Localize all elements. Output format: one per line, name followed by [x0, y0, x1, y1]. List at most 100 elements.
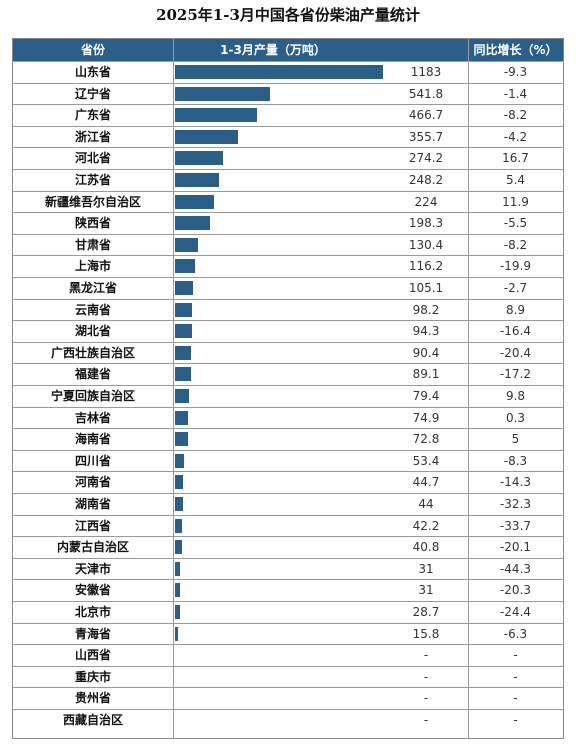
output-bar — [175, 216, 210, 231]
province-label: 贵州省 — [74, 691, 111, 706]
province-label: 北京市 — [74, 605, 111, 619]
header-growth: 同比增长（%） — [473, 43, 558, 57]
output-value-label: 15.8 — [412, 626, 440, 641]
output-bar — [175, 65, 383, 79]
province-label: 西藏自治区 — [62, 713, 123, 727]
growth-value-label: -8.2 — [503, 237, 528, 252]
province-label: 广东省 — [74, 108, 111, 123]
province-label: 甘肃省 — [74, 237, 111, 252]
output-bar — [175, 173, 219, 187]
province-label: 黑龙江省 — [68, 281, 117, 295]
province-label: 广西壮族自治区 — [50, 345, 135, 360]
table-header-row: 省份 1-3月产量（万吨） 同比增长（%） — [13, 39, 563, 61]
output-bar — [175, 345, 191, 360]
table-row: 山西省 - - — [13, 644, 563, 666]
table-row: 天津市 31 -44.3 — [13, 557, 563, 580]
growth-value-label: 11.9 — [502, 194, 529, 209]
table-row: 湖北省 94.3 -16.4 — [13, 320, 563, 342]
province-label: 山东省 — [74, 65, 111, 79]
table-row: 青海省 15.8 -6.3 — [13, 622, 563, 645]
province-label: 新疆维吾尔自治区 — [44, 194, 141, 209]
output-bar — [175, 324, 192, 339]
output-value-label: 116.2 — [408, 259, 444, 274]
growth-value-label: - — [513, 648, 518, 663]
output-value-label: 274.2 — [408, 151, 444, 166]
output-value-label: 44.7 — [412, 475, 440, 490]
growth-value-label: -33.7 — [499, 518, 532, 533]
table-row: 河南省 44.7 -14.3 — [13, 471, 563, 493]
output-value-label: 31 — [418, 561, 434, 576]
growth-value-label: -8.3 — [503, 453, 528, 468]
output-value-label: 42.2 — [412, 518, 440, 533]
province-label: 云南省 — [74, 302, 111, 317]
table-row: 北京市 28.7 -24.4 — [13, 601, 563, 623]
province-label: 上海市 — [74, 259, 111, 274]
growth-value-label: 8.9 — [505, 302, 526, 317]
output-bar — [175, 497, 183, 511]
output-value-label: 72.8 — [412, 432, 440, 447]
output-bar — [175, 302, 193, 317]
growth-value-label: -20.3 — [499, 583, 532, 598]
table-row: 湖南省 44 -32.3 — [13, 493, 563, 515]
chart-title: 2025年1-3月中国各省份柴油产量统计 — [156, 6, 420, 24]
output-value-label: 74.9 — [412, 410, 440, 425]
data-table: 省份 1-3月产量（万吨） 同比增长（%） 山东省 1183 -9.3 辽宁省 541.… — [12, 38, 564, 739]
output-bar — [175, 626, 178, 641]
table-row: 内蒙古自治区 40.8 -20.1 — [13, 536, 563, 558]
province-label: 天津市 — [74, 561, 111, 576]
table-row: 黑龙江省 105.1 -2.7 — [13, 277, 563, 299]
output-value-label: - — [423, 669, 429, 684]
output-value-label: 198.3 — [408, 216, 444, 231]
table-row: 海南省 72.8 5 — [13, 428, 563, 450]
output-bar — [175, 540, 183, 555]
growth-value-label: -9.3 — [503, 65, 528, 79]
growth-value-label: -6.3 — [503, 626, 528, 641]
growth-value-label: -32.3 — [499, 497, 532, 511]
output-bar — [175, 605, 181, 619]
table-row: 福建省 89.1 -17.2 — [13, 363, 563, 385]
table-row: 上海市 116.2 -19.9 — [13, 255, 563, 277]
province-label: 四川省 — [74, 453, 111, 468]
output-bar — [175, 237, 198, 252]
output-bar — [175, 475, 183, 490]
output-value-label: 105.1 — [408, 281, 444, 295]
header-output: 1-3月产量（万吨） — [220, 43, 326, 57]
province-label: 陕西省 — [74, 216, 111, 231]
table-row: 河北省 274.2 16.7 — [13, 147, 563, 169]
output-value-label: 94.3 — [412, 324, 440, 339]
table-row: 辽宁省 541.8 -1.4 — [13, 82, 563, 105]
output-value-label: 53.4 — [412, 453, 440, 468]
table-row: 江苏省 248.2 5.4 — [13, 169, 563, 191]
table-row: 浙江省 355.7 -4.2 — [13, 125, 563, 148]
table-row: 云南省 98.2 8.9 — [13, 298, 563, 321]
output-bar — [175, 453, 185, 468]
province-label: 海南省 — [74, 432, 111, 447]
province-label: 辽宁省 — [74, 86, 111, 101]
output-value-label: 1183 — [410, 65, 442, 79]
output-value-label: 28.7 — [412, 605, 440, 619]
table-row: 西藏自治区 - - — [13, 709, 563, 731]
province-label: 重庆市 — [74, 669, 111, 684]
growth-value-label: -24.4 — [499, 605, 532, 619]
province-label: 宁夏回族自治区 — [50, 389, 135, 403]
growth-value-label: -20.4 — [499, 345, 532, 360]
output-bar — [175, 259, 196, 274]
output-value-label: - — [423, 648, 429, 663]
province-label: 江西省 — [74, 518, 111, 533]
table-row: 甘肃省 130.4 -8.2 — [13, 233, 563, 256]
output-bar — [175, 86, 271, 101]
output-bar — [175, 561, 181, 576]
output-value-label: 89.1 — [412, 367, 440, 382]
output-bar — [175, 129, 238, 144]
table-row: 山东省 1183 -9.3 — [13, 61, 563, 83]
growth-value-label: -4.2 — [503, 129, 528, 144]
province-label: 河南省 — [74, 475, 111, 490]
growth-value-label: 9.8 — [505, 389, 526, 403]
output-value-label: - — [423, 691, 429, 706]
province-label: 吉林省 — [74, 410, 111, 425]
table-row: 陕西省 198.3 -5.5 — [13, 212, 563, 234]
output-value-label: 541.8 — [408, 86, 444, 101]
growth-value-label: - — [513, 669, 518, 684]
table-row: 安徽省 31 -20.3 — [13, 579, 563, 601]
growth-value-label: -44.3 — [499, 561, 532, 576]
